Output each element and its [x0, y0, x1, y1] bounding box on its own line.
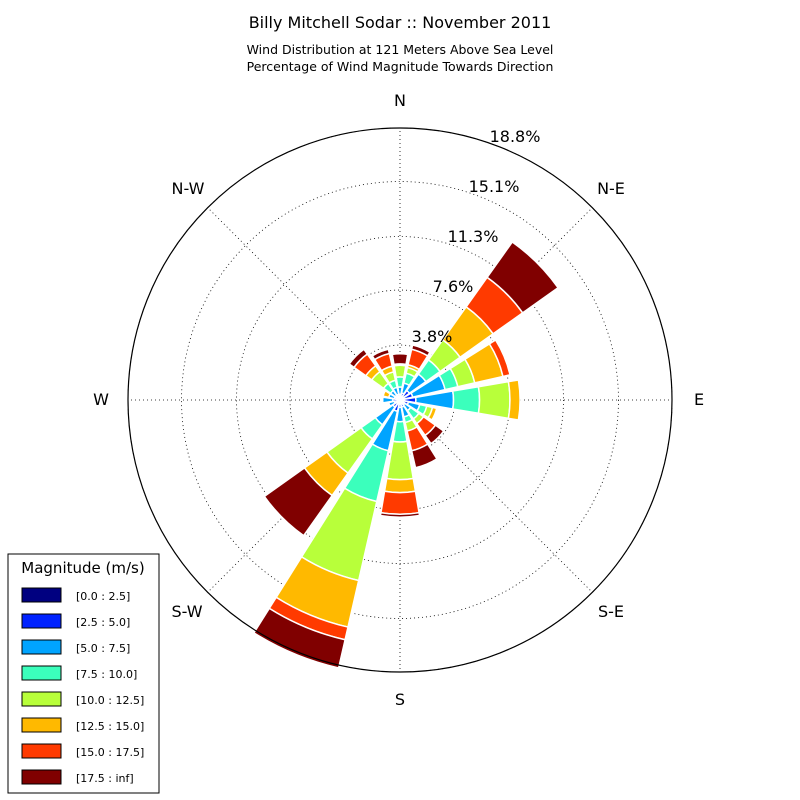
ring-label-4: 15.1%	[469, 177, 520, 196]
legend-title: Magnitude (m/s)	[21, 559, 144, 577]
wind-bar-157.5-bin-7	[410, 443, 438, 469]
polar-frame	[127, 127, 673, 673]
direction-label-se: S-E	[598, 602, 624, 621]
wind-bar-90-bin-3	[451, 385, 481, 415]
legend-label-5: [12.5 : 15.0]	[76, 720, 144, 733]
legend-swatch-0	[21, 587, 62, 603]
chart-subtitle-line-1: Wind Distribution at 121 Meters Above Se…	[247, 42, 554, 57]
grid-ring-4	[181, 181, 619, 619]
legend-items: [0.0 : 2.5] [2.5 : 5.0] [5.0 : 7.5] [7.5 : …	[21, 587, 144, 785]
wind-bar-180-bin-7	[379, 511, 421, 518]
direction-label-s: S	[395, 690, 405, 709]
legend-swatch-1	[21, 613, 62, 629]
grid-spoke-135	[399, 399, 593, 593]
legend-label-2: [5.0 : 7.5]	[76, 642, 130, 655]
wind-bar-0-bin-7	[391, 352, 409, 366]
legend-label-4: [10.0 : 12.5]	[76, 694, 144, 707]
ring-label-5: 18.8%	[490, 127, 541, 146]
legend-swatch-5	[21, 717, 62, 733]
wind-bar-180-bin-5	[383, 477, 417, 494]
ring-label-1: 3.8%	[412, 327, 453, 346]
wind-bar-67.5-bin-6	[488, 338, 511, 378]
wind-bar-0-bin-4	[393, 364, 407, 379]
grid-spoke-315	[207, 207, 401, 401]
wind-bar-112.5-bin-5	[427, 406, 438, 422]
wind-bar-270-bin-3	[380, 395, 384, 405]
wind-bar-315-bin-7	[348, 348, 369, 369]
direction-label-nw: N-W	[172, 179, 205, 198]
legend-swatch-7	[21, 769, 62, 785]
direction-label-e: E	[694, 390, 704, 409]
wind-bar-337.5-bin-7	[371, 348, 391, 361]
direction-label-n: N	[394, 91, 406, 110]
chart-subtitle-line-2: Percentage of Wind Magnitude Towards Dir…	[247, 59, 554, 74]
legend-label-0: [0.0 : 2.5]	[76, 590, 130, 603]
wind-bar-202.5-bin-7	[252, 607, 346, 669]
wind-bar-225-bin-7	[263, 466, 334, 537]
legend-swatch-6	[21, 743, 62, 759]
wind-bar-90-bin-4	[477, 380, 511, 420]
wind-bars	[252, 240, 560, 669]
ring-label-2: 7.6%	[433, 277, 474, 296]
wind-bar-292.5-bin-5	[382, 389, 392, 399]
legend-label-1: [2.5 : 5.0]	[76, 616, 130, 629]
wind-bar-45-bin-7	[486, 240, 560, 314]
grid-ring-3	[236, 236, 564, 564]
wind-bar-90-bin-5	[507, 379, 521, 421]
wind-bar-180-bin-4	[385, 440, 415, 481]
wind-bar-22.5-bin-7	[410, 344, 432, 357]
legend-label-6: [15.0 : 17.5]	[76, 746, 144, 759]
legend-swatch-2	[21, 639, 62, 655]
legend-label-7: [17.5 : inf]	[76, 772, 134, 785]
chart-title: Billy Mitchell Sodar :: November 2011	[249, 13, 552, 32]
direction-label-ne: N-E	[597, 179, 625, 198]
ring-label-3: 11.3%	[448, 227, 499, 246]
legend-label-3: [7.5 : 10.0]	[76, 668, 137, 681]
wind-bar-135-bin-7	[424, 424, 445, 445]
legend: Magnitude (m/s) [0.0 : 2.5] [2.5 : 5.0] [5…	[7, 553, 160, 794]
wind-bar-180-bin-6	[380, 490, 420, 515]
legend-swatch-3	[21, 665, 62, 681]
direction-label-w: W	[93, 390, 109, 409]
legend-swatch-4	[21, 691, 62, 707]
direction-label-sw: S-W	[171, 602, 202, 621]
